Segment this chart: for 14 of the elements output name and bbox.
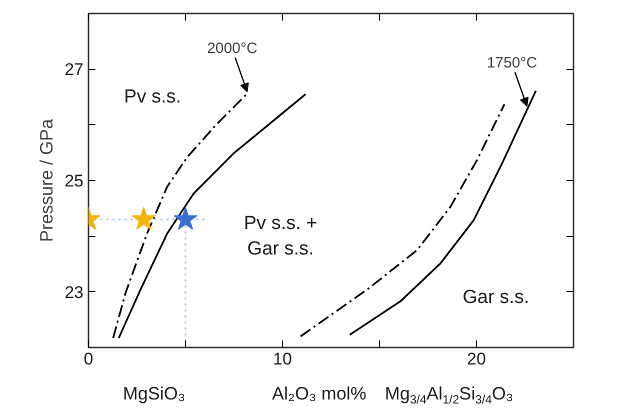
y-tick-label: 23 [64, 282, 84, 302]
x-tick-label: 20 [467, 350, 486, 368]
annotation: Pv s.s. + Gar s.s. [244, 213, 318, 260]
y-tick-label: 25 [64, 172, 84, 190]
annotation: Pv s.s. [124, 86, 182, 108]
x-axis-title: Al₂O₃ mol% [272, 384, 366, 404]
y-axis-title: Pressure / GPa [36, 118, 57, 242]
annotation: Gar s.s. [462, 286, 530, 308]
annotation: 1750°C [486, 54, 538, 72]
text: MgSiO₃ [122, 384, 186, 404]
y-tick-label: 27 [64, 60, 84, 80]
annotation: 2000°C [207, 40, 258, 58]
x-tick-label: 0 [84, 350, 94, 368]
x-tick-label: 10 [273, 350, 292, 368]
